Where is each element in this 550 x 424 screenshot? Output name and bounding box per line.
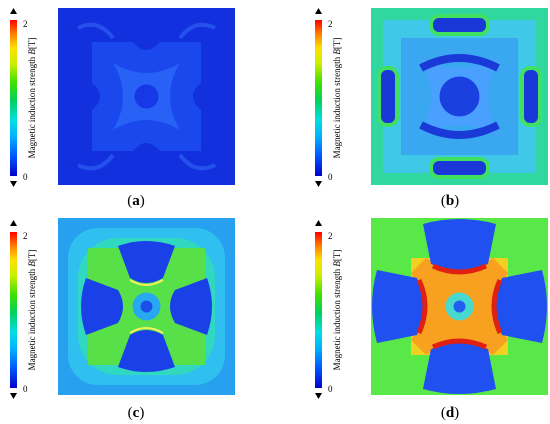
colorbar-gradient	[315, 20, 322, 176]
up-arrow-icon	[315, 8, 322, 14]
field-map-a	[58, 8, 235, 185]
colorbar-gradient	[10, 232, 17, 388]
panel-d: 2 0 Magnetic induction strength B[T] (d)	[275, 212, 550, 424]
panel-a: 2 0 Magnetic induction strength B[T] (a)	[0, 0, 275, 212]
colorbar-min-label: 0	[23, 172, 28, 182]
up-arrow-icon	[10, 220, 17, 226]
up-arrow-icon	[315, 220, 322, 226]
panel-b: 2 0 Magnetic induction strength B[T] (b)	[275, 0, 550, 212]
colorbar-gradient	[10, 20, 17, 176]
down-arrow-icon	[315, 393, 322, 399]
colorbar-d: 2 0 Magnetic induction strength B[T]	[315, 220, 342, 399]
colorbar-min-label: 0	[328, 384, 333, 394]
panel-c: 2 0 Magnetic induction strength B[T] (c)	[0, 212, 275, 424]
colorbar-title: Magnetic induction strength B[T]	[332, 38, 342, 159]
colorbar-min-label: 0	[23, 384, 28, 394]
down-arrow-icon	[10, 181, 17, 187]
colorbar-title: Magnetic induction strength B[T]	[27, 250, 37, 371]
colorbar-title: Magnetic induction strength B[T]	[27, 38, 37, 159]
down-arrow-icon	[315, 181, 322, 187]
caption-a: (a)	[127, 193, 145, 209]
colorbar-max-label: 2	[23, 19, 28, 29]
caption-c: (c)	[127, 405, 145, 421]
down-arrow-icon	[10, 393, 17, 399]
colorbar-max-label: 2	[23, 231, 28, 241]
caption-d: (d)	[440, 405, 460, 421]
colorbar-title: Magnetic induction strength B[T]	[332, 250, 342, 371]
field-map-c	[58, 218, 235, 395]
field-map-b	[371, 8, 548, 185]
colorbar-gradient	[315, 232, 322, 388]
colorbar-a: 2 0 Magnetic induction strength B[T]	[10, 8, 37, 187]
colorbar-max-label: 2	[328, 19, 333, 29]
up-arrow-icon	[10, 8, 17, 14]
colorbar-max-label: 2	[328, 231, 333, 241]
colorbar-c: 2 0 Magnetic induction strength B[T]	[10, 220, 37, 399]
colorbar-b: 2 0 Magnetic induction strength B[T]	[315, 8, 342, 187]
caption-b: (b)	[440, 193, 460, 209]
colorbar-min-label: 0	[328, 172, 333, 182]
field-map-d	[371, 218, 548, 395]
